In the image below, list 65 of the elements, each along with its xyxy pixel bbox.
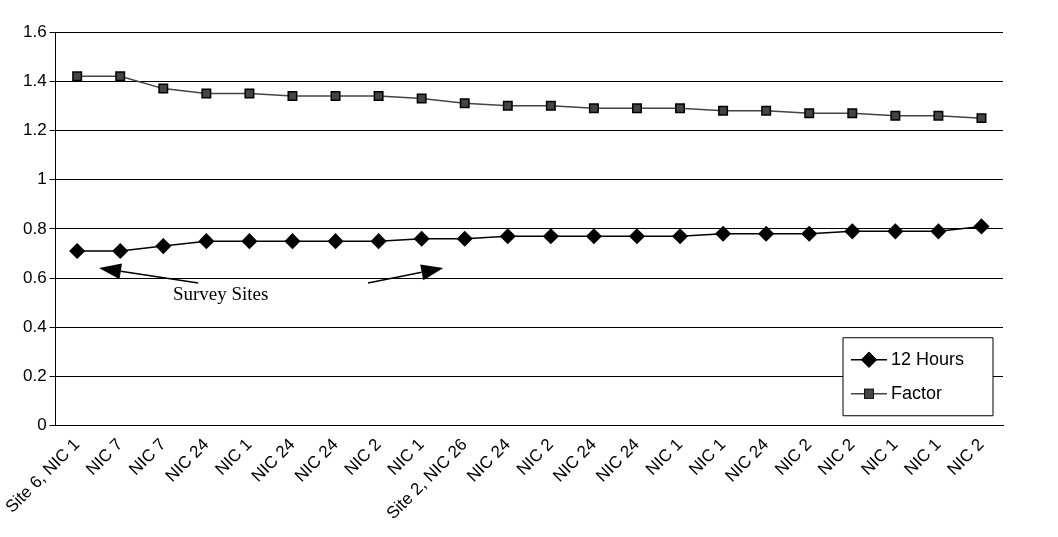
legend-label: 12 Hours	[891, 348, 965, 369]
point	[976, 113, 987, 124]
point	[456, 230, 473, 247]
point	[201, 88, 212, 99]
y-tick-label: 1.4	[22, 70, 47, 90]
point	[718, 105, 729, 116]
point	[973, 218, 990, 235]
point	[847, 108, 858, 119]
point	[758, 226, 774, 242]
point	[761, 105, 772, 116]
point	[586, 228, 602, 245]
point	[244, 88, 255, 99]
point	[588, 103, 599, 114]
point	[198, 233, 215, 249]
point	[543, 228, 559, 245]
x-tick-label: NIC 2	[814, 434, 859, 479]
y-tick-label: 0.2	[22, 366, 47, 386]
point	[416, 93, 427, 104]
y-tick-label: 1.6	[22, 21, 47, 41]
point	[284, 233, 301, 249]
point	[500, 228, 516, 245]
point	[330, 90, 341, 101]
x-tick-label: NIC 1	[642, 434, 687, 479]
x-tick-label: NIC 2	[943, 434, 988, 479]
y-tick-label: 0.8	[22, 218, 47, 238]
point	[933, 110, 944, 121]
y-tick-label: 0.4	[22, 317, 47, 336]
x-tick-label: Site 6, NIC 1	[1, 434, 84, 517]
point	[327, 233, 344, 249]
point	[887, 223, 904, 240]
point	[502, 100, 513, 111]
annotation: Survey Sites	[172, 283, 269, 306]
point	[115, 71, 126, 82]
point	[241, 233, 258, 249]
x-tick-label: NIC 7	[82, 434, 127, 479]
legend-label: Factor	[891, 382, 943, 403]
point	[545, 100, 556, 111]
point	[801, 226, 817, 242]
point	[459, 98, 470, 109]
point	[69, 243, 85, 259]
point	[675, 103, 686, 114]
point	[631, 103, 642, 114]
point	[413, 230, 430, 247]
point	[72, 71, 83, 82]
point	[370, 233, 387, 249]
point	[373, 90, 384, 101]
y-tick-label: 1	[37, 169, 47, 189]
x-tick-label: NIC 2	[771, 434, 816, 479]
point	[287, 90, 298, 101]
point	[930, 223, 947, 240]
point	[844, 223, 861, 240]
y-tick-label: 0.6	[22, 267, 47, 287]
x-tick-label: NIC 1	[857, 434, 902, 479]
x-tick-label: NIC 1	[900, 434, 945, 479]
point	[629, 228, 645, 245]
y-tick-label: 1.2	[22, 120, 47, 140]
point	[155, 238, 172, 254]
point	[112, 243, 128, 259]
x-tick-label: NIC 2	[340, 434, 385, 479]
point	[804, 108, 815, 119]
point	[715, 226, 731, 242]
point	[158, 83, 169, 94]
point	[672, 228, 688, 245]
point	[890, 110, 901, 121]
y-tick-label: 0	[37, 415, 47, 435]
